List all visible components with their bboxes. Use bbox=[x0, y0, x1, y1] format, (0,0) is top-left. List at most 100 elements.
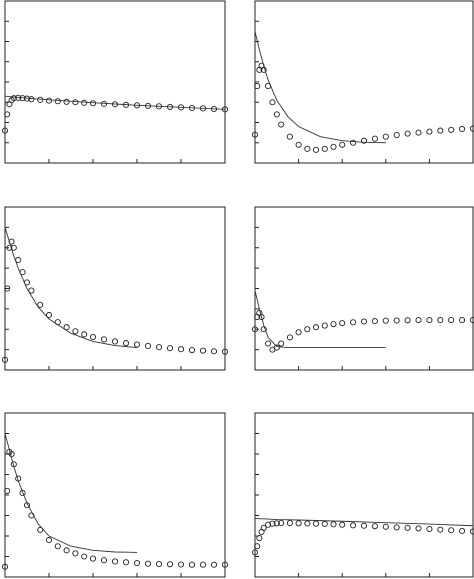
data-point bbox=[295, 141, 302, 148]
data-point bbox=[404, 130, 411, 137]
data-point bbox=[393, 132, 400, 139]
data-point bbox=[469, 528, 474, 535]
data-point bbox=[371, 135, 378, 142]
data-point bbox=[273, 344, 280, 351]
data-point bbox=[459, 317, 466, 324]
data-point bbox=[350, 319, 357, 326]
fit-line bbox=[4, 95, 226, 110]
data-point bbox=[415, 129, 422, 136]
data-point bbox=[37, 301, 44, 308]
data-point bbox=[63, 324, 70, 331]
data-point bbox=[254, 83, 261, 90]
data-point bbox=[63, 98, 70, 105]
data-point bbox=[100, 557, 108, 564]
data-point bbox=[404, 524, 411, 531]
data-point bbox=[1, 563, 9, 570]
data-point bbox=[330, 321, 337, 328]
data-point bbox=[28, 287, 35, 294]
data-point bbox=[286, 334, 293, 341]
data-point bbox=[321, 520, 328, 527]
data-point bbox=[304, 145, 311, 152]
data-point bbox=[133, 560, 141, 567]
data-point bbox=[350, 139, 357, 146]
data-point bbox=[10, 95, 17, 102]
data-point bbox=[155, 344, 163, 351]
data-point bbox=[100, 336, 108, 343]
data-point bbox=[166, 345, 174, 352]
data-point bbox=[251, 549, 259, 556]
data-point bbox=[81, 553, 88, 560]
data-point bbox=[321, 322, 328, 329]
data-point bbox=[469, 317, 474, 324]
data-point bbox=[1, 127, 9, 134]
fit-line bbox=[254, 518, 474, 527]
data-point bbox=[177, 561, 185, 568]
data-point bbox=[360, 137, 368, 144]
data-point bbox=[286, 133, 293, 140]
data-point bbox=[426, 128, 433, 135]
data-point bbox=[426, 317, 433, 324]
data-point bbox=[469, 125, 474, 132]
data-point bbox=[269, 99, 276, 106]
data-point bbox=[199, 561, 207, 568]
data-point bbox=[459, 527, 466, 534]
data-point bbox=[339, 320, 346, 327]
data-point bbox=[111, 338, 119, 345]
data-point bbox=[4, 487, 11, 494]
data-point bbox=[81, 331, 88, 338]
data-point bbox=[382, 523, 389, 530]
data-point bbox=[199, 347, 207, 354]
data-point bbox=[254, 543, 261, 550]
data-point bbox=[382, 317, 389, 324]
data-point bbox=[295, 520, 302, 527]
data-point bbox=[144, 342, 152, 350]
data-point bbox=[45, 97, 53, 104]
data-point bbox=[278, 340, 285, 347]
data-point bbox=[265, 521, 272, 528]
data-point bbox=[251, 326, 259, 333]
data-point bbox=[321, 145, 328, 152]
data-point bbox=[448, 527, 455, 534]
data-point bbox=[265, 340, 272, 347]
fit-line bbox=[4, 433, 138, 553]
fit-line bbox=[254, 31, 386, 144]
fit-line bbox=[254, 290, 386, 349]
data-point bbox=[111, 558, 119, 565]
data-point bbox=[28, 96, 35, 103]
data-point bbox=[89, 100, 97, 107]
data-point bbox=[260, 326, 267, 333]
data-point bbox=[339, 141, 346, 148]
data-point bbox=[221, 348, 229, 355]
data-point bbox=[330, 143, 337, 150]
data-point bbox=[304, 520, 311, 527]
data-point bbox=[37, 526, 44, 533]
data-point bbox=[371, 523, 378, 530]
data-point bbox=[382, 133, 389, 140]
data-point bbox=[312, 324, 320, 331]
data-point bbox=[269, 520, 276, 527]
data-point bbox=[371, 318, 378, 325]
data-point bbox=[4, 111, 11, 118]
data-point bbox=[437, 526, 444, 533]
data-point bbox=[258, 313, 265, 321]
data-point bbox=[188, 346, 196, 354]
data-point bbox=[133, 341, 141, 348]
data-point bbox=[210, 561, 218, 568]
data-point bbox=[448, 126, 455, 133]
data-point bbox=[459, 125, 466, 133]
data-point bbox=[144, 560, 152, 567]
data-point bbox=[251, 131, 259, 138]
data-point bbox=[330, 521, 337, 528]
data-point bbox=[256, 535, 263, 542]
data-point bbox=[393, 524, 400, 531]
data-point bbox=[278, 520, 285, 527]
fit-line bbox=[4, 227, 138, 349]
data-point bbox=[437, 127, 444, 134]
data-point bbox=[426, 525, 433, 533]
data-point bbox=[122, 340, 130, 347]
data-point bbox=[166, 561, 174, 568]
data-point bbox=[63, 547, 70, 554]
data-point bbox=[37, 96, 44, 103]
data-point bbox=[210, 348, 218, 355]
